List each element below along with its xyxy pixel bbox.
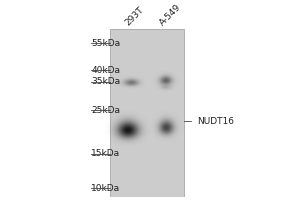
Text: 25kDa: 25kDa <box>91 106 120 115</box>
Text: NUDT16: NUDT16 <box>197 117 234 126</box>
Bar <box>110 29 184 197</box>
Text: 293T: 293T <box>123 5 145 28</box>
Text: 55kDa: 55kDa <box>91 39 120 48</box>
Text: 35kDa: 35kDa <box>91 77 120 86</box>
Text: 10kDa: 10kDa <box>91 184 120 193</box>
Text: 40kDa: 40kDa <box>91 66 120 75</box>
Text: 15kDa: 15kDa <box>91 149 120 158</box>
Text: A-549: A-549 <box>158 3 183 28</box>
